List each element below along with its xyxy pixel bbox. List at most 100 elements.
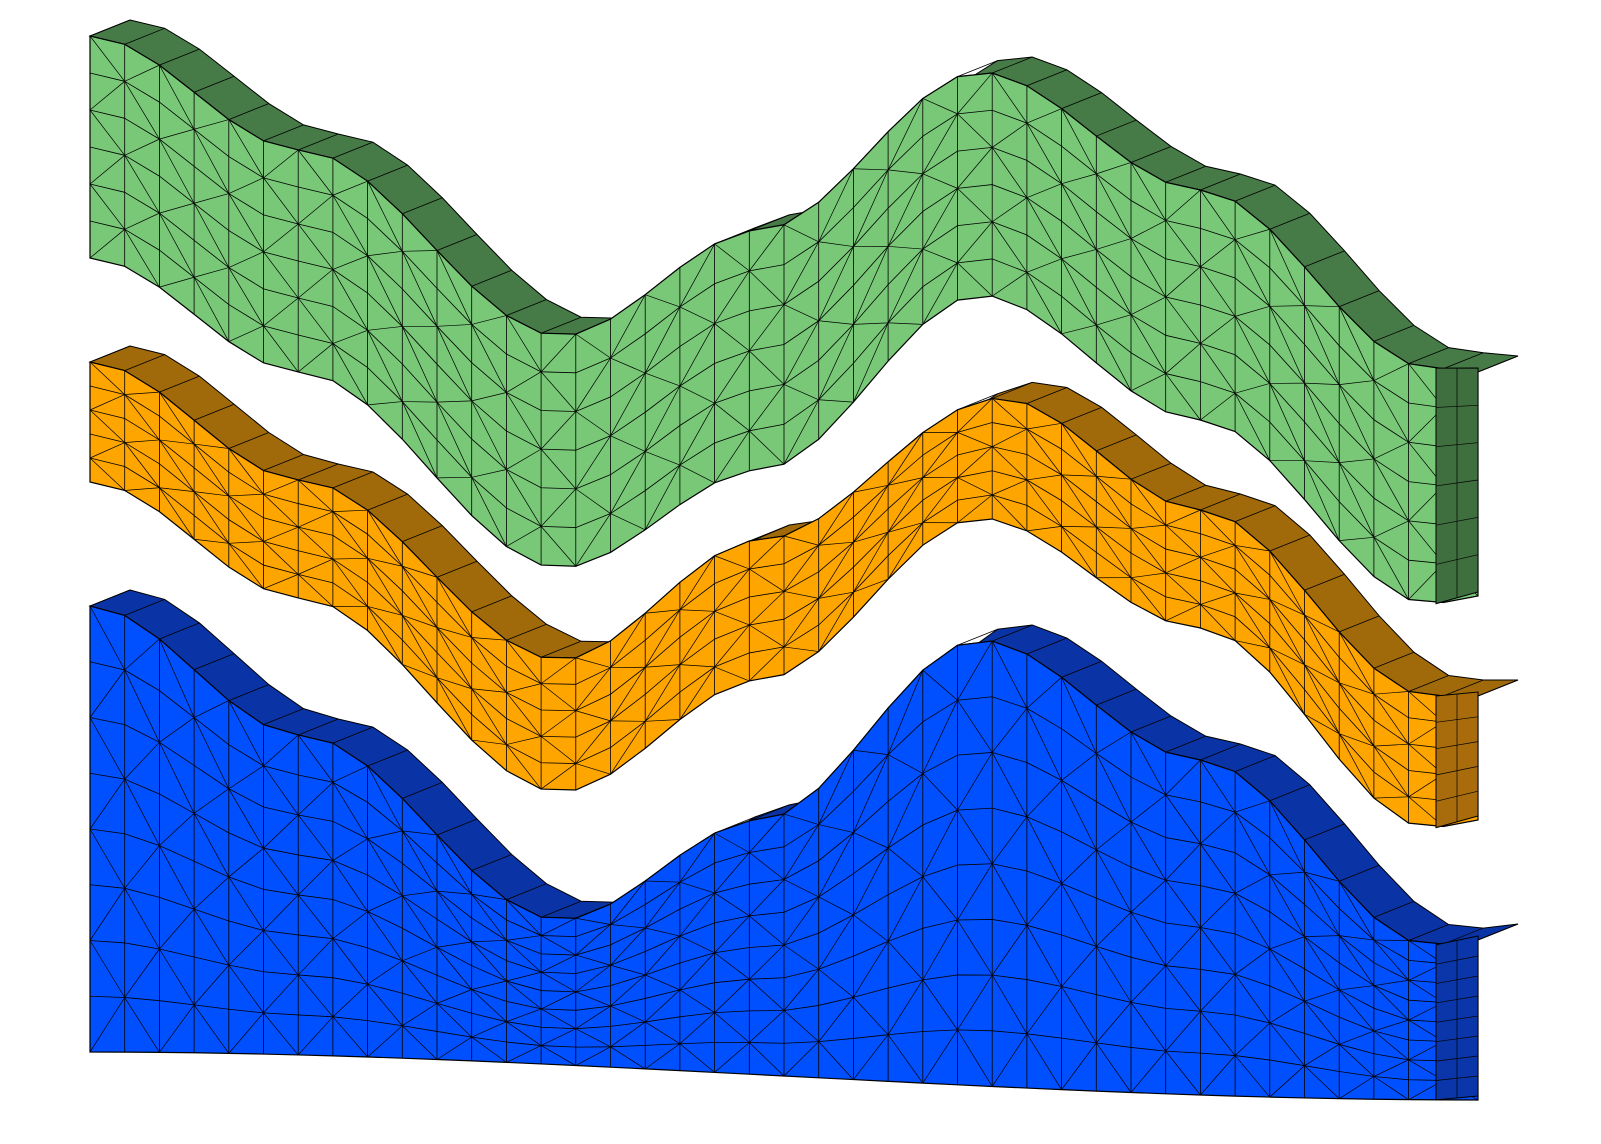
front-mesh-diagonal xyxy=(818,320,854,325)
front-mesh-diagonal xyxy=(263,734,299,767)
front-mesh-diagonal xyxy=(1026,183,1062,199)
front-mesh-diagonal xyxy=(714,978,750,1013)
front-mesh-diagonal xyxy=(887,98,924,171)
front-mesh-diagonal xyxy=(540,333,577,373)
front-mesh-diagonal xyxy=(193,129,230,194)
front-mesh-diagonal xyxy=(124,442,160,488)
front-mesh-diagonal xyxy=(1130,1002,1166,1052)
front-mesh-diagonal xyxy=(89,109,125,156)
front-mesh-diagonal xyxy=(506,315,542,373)
front-mesh-diagonal xyxy=(228,251,264,268)
front-mesh-diagonal xyxy=(471,324,507,393)
front-mesh-diagonal xyxy=(1026,122,1062,184)
front-mesh-diagonal xyxy=(297,938,334,976)
front-mesh-diagonal xyxy=(1061,849,1097,884)
front-mesh-diagonal xyxy=(1096,1002,1132,1044)
top-mesh-edge xyxy=(992,56,1033,74)
front-mesh-diagonal xyxy=(922,773,958,811)
front-mesh-diagonal xyxy=(783,824,819,880)
front-mesh-diagonal xyxy=(644,935,681,976)
front-mesh-diagonal xyxy=(297,574,334,607)
front-mesh-diagonal xyxy=(1338,989,1375,1032)
front-mesh-diagonal xyxy=(471,477,507,547)
front-mesh-diagonal xyxy=(818,997,854,1042)
front-mesh-diagonal xyxy=(193,203,230,268)
front-mesh-diagonal xyxy=(159,128,195,140)
front-mesh-diagonal xyxy=(124,138,160,156)
top-mesh-edge xyxy=(749,524,790,542)
front-mesh-diagonal xyxy=(1096,238,1132,250)
front-mesh-diagonal xyxy=(124,391,160,395)
front-mesh-diagonal xyxy=(783,384,819,401)
front-mesh-diagonal xyxy=(402,664,438,679)
front-mesh-diagonal xyxy=(991,72,1028,124)
front-mesh-diagonal xyxy=(714,1012,750,1043)
top-mesh-edge xyxy=(540,316,582,334)
front-mesh-diagonal xyxy=(89,155,125,185)
top-mesh-edge xyxy=(1061,406,1102,424)
front-mesh-diagonal xyxy=(818,541,854,546)
front-mesh-diagonal xyxy=(193,788,230,814)
front-mesh-diagonal xyxy=(1130,912,1166,966)
top-mesh-edge xyxy=(1304,250,1345,268)
front-mesh-diagonal xyxy=(887,773,924,849)
front-mesh-diagonal xyxy=(1269,948,1305,1002)
front-mesh-diagonal xyxy=(610,924,646,929)
front-mesh-diagonal xyxy=(1304,305,1340,385)
front-mesh-diagonal xyxy=(1338,631,1375,695)
front-mesh-diagonal xyxy=(506,940,542,973)
front-mesh-diagonal xyxy=(783,304,819,322)
front-mesh-diagonal xyxy=(367,765,403,832)
front-mesh-diagonal xyxy=(1304,1065,1340,1099)
front-mesh-diagonal xyxy=(1269,874,1305,937)
front-mesh-diagonal xyxy=(1026,479,1062,527)
front-mesh-diagonal xyxy=(193,443,230,497)
front-mesh-diagonal xyxy=(1130,478,1166,526)
front-mesh-diagonal xyxy=(1165,220,1201,267)
front-mesh-diagonal xyxy=(610,435,646,452)
front-mesh-diagonal xyxy=(714,624,750,668)
top-mesh-edge xyxy=(1130,715,1172,733)
front-mesh-diagonal xyxy=(367,911,403,961)
front-mesh-diagonal xyxy=(1234,1022,1271,1056)
front-mesh-diagonal xyxy=(575,924,611,956)
front-mesh-diagonal xyxy=(1338,733,1375,799)
front-mesh-diagonal xyxy=(436,250,473,325)
front-mesh-diagonal xyxy=(228,847,264,878)
front-mesh-diagonal xyxy=(228,493,264,497)
front-mesh-diagonal xyxy=(888,246,923,250)
front-mesh-diagonal xyxy=(1338,682,1375,747)
front-mesh-diagonal xyxy=(1200,545,1236,558)
front-mesh-diagonal xyxy=(1234,239,1271,307)
front-mesh-diagonal xyxy=(228,267,264,327)
front-mesh-diagonal xyxy=(436,890,472,943)
front-mesh-diagonal xyxy=(818,592,854,652)
front-mesh-diagonal xyxy=(367,830,403,840)
front-mesh-diagonal xyxy=(714,832,750,853)
front-mesh-diagonal xyxy=(679,385,715,404)
front-mesh-diagonal xyxy=(89,940,125,998)
front-mesh-diagonal xyxy=(575,513,611,567)
top-mesh-edge xyxy=(1443,352,1484,370)
front-mesh-diagonal xyxy=(1373,1030,1409,1061)
front-mesh-diagonal xyxy=(194,443,229,449)
front-mesh-diagonal xyxy=(401,615,438,678)
front-mesh-diagonal xyxy=(575,763,611,775)
front-mesh-diagonal xyxy=(540,411,577,450)
front-mesh-diagonal xyxy=(1096,526,1132,578)
front-mesh-diagonal xyxy=(297,974,334,1018)
front-mesh-diagonal xyxy=(506,899,542,936)
front-mesh-diagonal xyxy=(957,432,993,447)
front-mesh-diagonal xyxy=(436,947,472,990)
front-mesh-diagonal xyxy=(853,1034,889,1080)
front-mesh-diagonal xyxy=(575,720,611,764)
top-mesh-edge xyxy=(124,354,165,371)
front-mesh-diagonal xyxy=(887,847,924,877)
front-mesh-diagonal xyxy=(644,385,681,452)
front-mesh-diagonal xyxy=(783,320,820,385)
front-mesh-diagonal xyxy=(645,719,680,722)
front-mesh-diagonal xyxy=(124,81,160,140)
front-mesh-diagonal xyxy=(749,568,785,592)
front-mesh-diagonal xyxy=(506,683,542,693)
